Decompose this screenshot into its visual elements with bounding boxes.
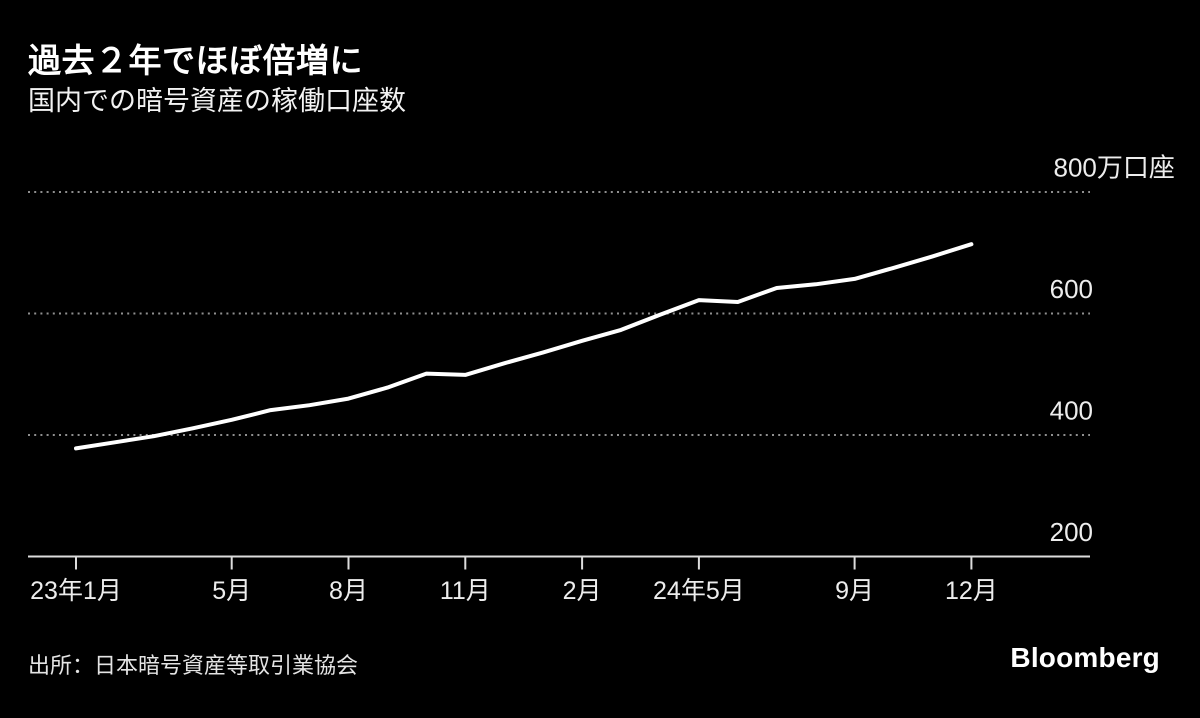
bloomberg-logo: Bloomberg <box>1010 642 1160 673</box>
x-tick-label: 11月 <box>440 577 491 605</box>
chart-title: 過去２年でほぼ倍増に <box>28 42 363 79</box>
chart-subtitle: 国内での暗号資産の稼働口座数 <box>28 86 406 116</box>
x-tick-label: 23年1月 <box>30 577 122 605</box>
y-tick-label: 200 <box>1050 517 1093 547</box>
x-tick-label: 12月 <box>945 577 998 605</box>
y-tick-label: 600 <box>1050 274 1093 304</box>
data-line-active-accounts <box>74 242 974 451</box>
source-label: 出所：日本暗号資産等取引業協会 <box>28 653 359 678</box>
x-tick-label: 24年5月 <box>653 577 745 605</box>
y-tick-label: 800万口座 <box>1054 153 1175 183</box>
y-tick-label: 400 <box>1050 396 1093 426</box>
x-tick-label: 2月 <box>563 577 602 605</box>
x-tick-label: 9月 <box>835 577 874 605</box>
x-tick-label: 5月 <box>212 577 251 605</box>
x-tick-label: 8月 <box>329 577 368 605</box>
